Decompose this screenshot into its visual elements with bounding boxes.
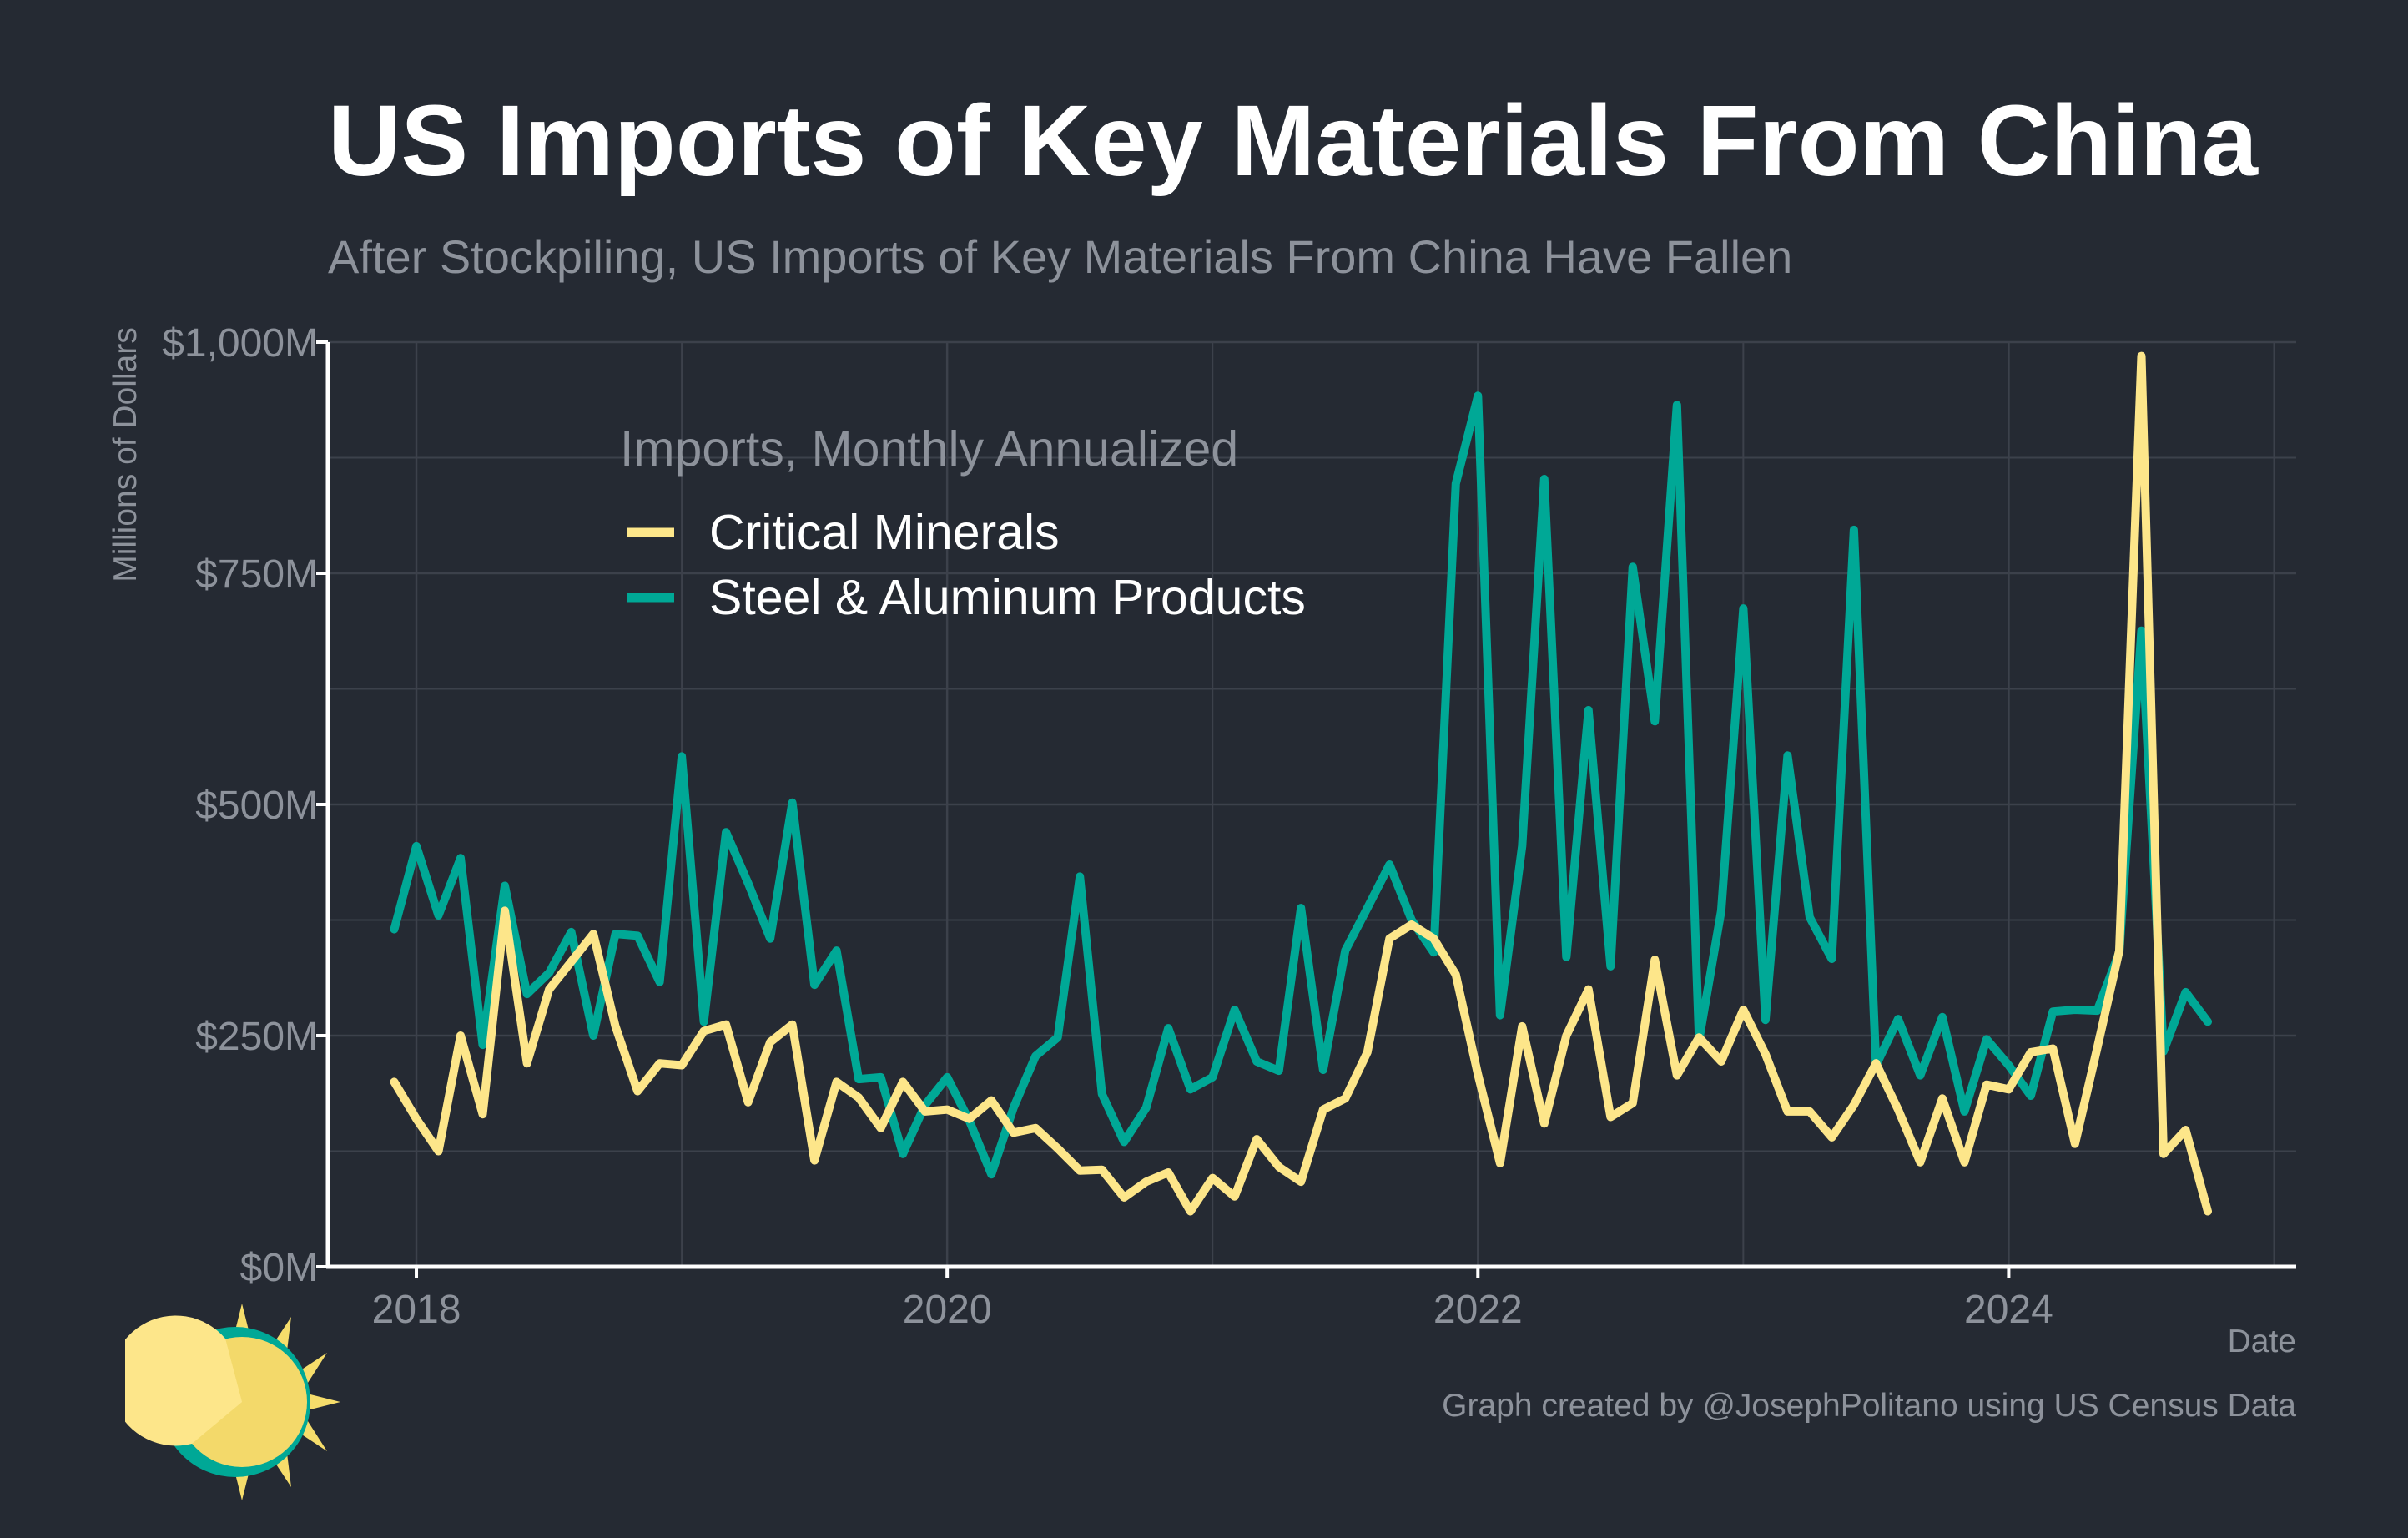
tick-labels: $0M $250M $500M $750M $1,000M 2018 2020 2022 202… [108, 321, 2296, 1359]
y-tick-label: $0M [240, 1246, 318, 1290]
y-tick-label: $750M [195, 552, 318, 597]
legend-item-steel-aluminum-label: Steel & Aluminum Products [709, 570, 1306, 625]
chart-title: US Imports of Key Materials From China [328, 83, 2258, 197]
y-tick-label: $500M [195, 784, 318, 828]
x-tick-label: 2020 [903, 1288, 992, 1332]
legend: Imports, Monthly Annualized Critical Mine… [620, 421, 1306, 625]
y-axis-label: Millions of Dollars [108, 327, 144, 582]
grid-lines [328, 340, 2296, 1268]
x-tick-label: 2022 [1433, 1288, 1523, 1332]
x-tick-label: 2024 [1964, 1288, 2053, 1332]
y-tick-label: $1,000M [162, 321, 318, 366]
y-tick-label: $250M [195, 1015, 318, 1059]
legend-title: Imports, Monthly Annualized [620, 421, 1238, 477]
sun-logo-icon [125, 1304, 340, 1500]
x-axis-label: Date [2228, 1324, 2296, 1359]
axes [316, 340, 2296, 1278]
x-tick-label: 2018 [372, 1288, 461, 1332]
source-caption: Graph created by @JosephPolitano using U… [1442, 1388, 2296, 1424]
chart-subtitle: After Stockpiling, US Imports of Key Mat… [328, 230, 1793, 283]
legend-item-critical-minerals-label: Critical Minerals [709, 505, 1060, 560]
series-lines [390, 351, 2212, 1216]
series-line-critical-minerals [390, 351, 2212, 1216]
series-line-steel-aluminum [390, 391, 2212, 1179]
